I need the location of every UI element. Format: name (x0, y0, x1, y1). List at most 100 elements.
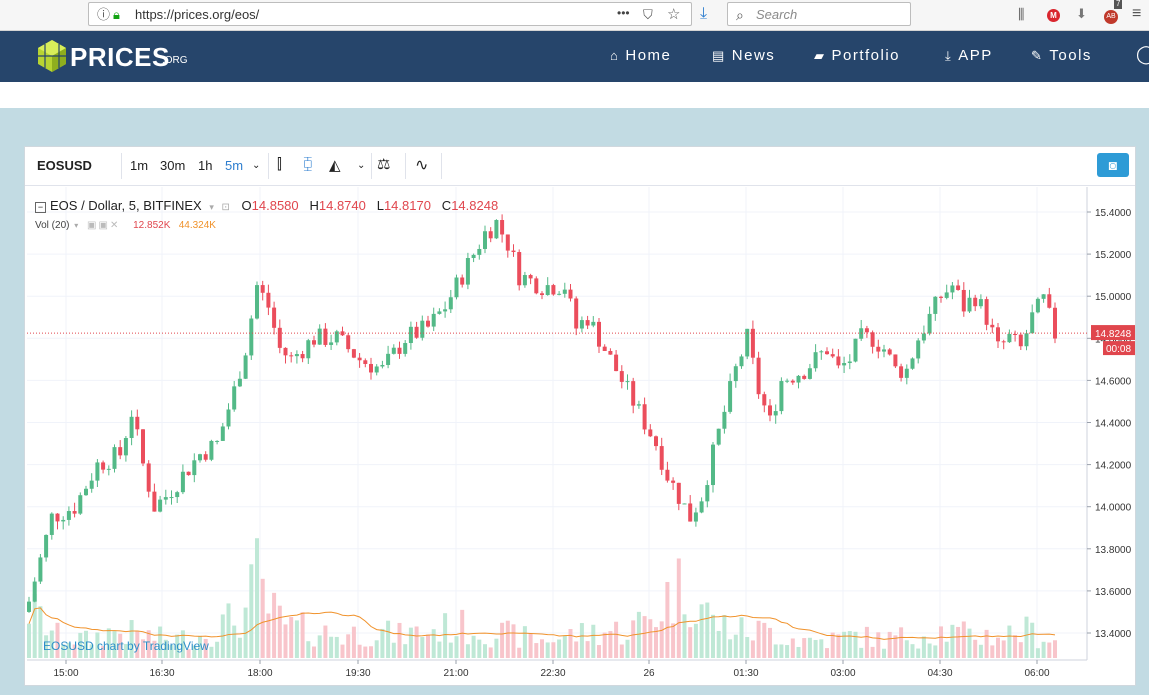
interval-1h[interactable]: 1h (198, 158, 213, 173)
candle-body (739, 356, 744, 367)
volume-bar (785, 645, 790, 658)
interval-dropdown-icon[interactable]: ⌄ (252, 160, 261, 171)
interval-1m[interactable]: 1m (130, 158, 149, 173)
candle-body (465, 258, 470, 285)
volume-bar (967, 628, 972, 658)
site-logo[interactable]: PRICES .ORG (36, 39, 188, 73)
candle-body (215, 440, 220, 442)
indicators-icon[interactable]: ∿ (415, 157, 429, 174)
nav-app[interactable]: ⤓ APP (945, 47, 993, 64)
home-icon: ⌂ (610, 48, 620, 63)
bars-style-icon[interactable]: ⫿ (277, 156, 282, 173)
volume-bar (887, 631, 892, 658)
page-actions-icon[interactable]: ••• (617, 6, 630, 20)
candle-body (44, 534, 49, 558)
tradingview-watermark[interactable]: EOSUSD chart by TradingView (43, 639, 209, 653)
volume-bar (374, 640, 379, 658)
candle-body (72, 511, 77, 514)
volume-bar (819, 639, 824, 658)
candle-body (773, 411, 778, 416)
candle-body (1001, 341, 1006, 343)
downloads-icon[interactable]: ⬇ (1076, 6, 1087, 21)
candle-body (722, 411, 727, 429)
volume-bar (882, 648, 886, 658)
style-dropdown-icon[interactable]: ⌄ (357, 160, 366, 171)
symbol-search[interactable]: EOSUSD (37, 158, 92, 173)
volume-bar (978, 644, 983, 658)
adblock-icon[interactable]: AB 7 (1104, 0, 1123, 26)
price-tick-label: 14.6000 (1095, 376, 1132, 387)
volume-bar (391, 642, 396, 658)
volume-bar (876, 632, 881, 658)
volume-bar (768, 627, 772, 658)
volume-bar (517, 647, 522, 658)
camera-icon: ◙ (1108, 157, 1118, 173)
candle-body (870, 332, 875, 347)
legend-title: EOS / Dollar, 5, BITFINEX (50, 198, 202, 213)
area-style-icon[interactable]: ◭ (329, 157, 341, 174)
candles-style-icon[interactable]: ⧮ (303, 155, 313, 172)
volume-bar (101, 646, 106, 658)
volume-bar (579, 623, 584, 658)
interval-5m[interactable]: 5m (225, 158, 244, 173)
candle-body (84, 488, 88, 496)
volume-bar (300, 612, 305, 658)
price-tick-label: 14.0000 (1095, 503, 1132, 514)
folder-icon: ▰ (814, 48, 826, 63)
nav-news[interactable]: ▤ News (712, 47, 776, 64)
search-input[interactable]: ⌕ Search (727, 2, 911, 26)
candle-body (676, 482, 681, 504)
candle-body (334, 331, 339, 343)
candle-body (511, 250, 516, 253)
info-icon[interactable]: ⓘ (97, 7, 111, 22)
candle-body (198, 454, 202, 461)
nav-search-icon[interactable]: ◯ (1136, 44, 1149, 64)
volume-bar (956, 626, 961, 658)
pocket-icon[interactable]: ⛉ (643, 7, 653, 22)
compare-icon[interactable]: ⚖ (377, 156, 391, 173)
collapse-icon[interactable]: − (35, 202, 46, 213)
candle-body (118, 447, 123, 456)
candle-body (95, 462, 100, 481)
menu-icon[interactable]: ≡ (1132, 5, 1142, 22)
price-tick-label: 14.2000 (1095, 461, 1132, 472)
volume-bar (528, 633, 533, 658)
candle-body (933, 296, 938, 314)
volume-bar (750, 640, 755, 658)
bookmark-star-icon[interactable]: ☆ (667, 6, 681, 23)
volume-bar (642, 616, 647, 658)
candle-body (517, 252, 522, 286)
legend-settings-icon[interactable]: ⊡ (221, 202, 230, 213)
address-bar[interactable]: ⓘ 🔒︎ https://prices.org/eos/ ••• ⛉ ☆ (88, 2, 692, 26)
chart-canvas[interactable]: 15.400015.200015.000014.800014.600014.40… (25, 147, 1135, 685)
candle-body (665, 469, 670, 481)
volume-bar (939, 626, 943, 658)
snapshot-button[interactable]: ◙ (1097, 153, 1129, 177)
candle-body (414, 326, 419, 338)
nav-home[interactable]: ⌂ Home (610, 47, 672, 64)
candle-body (534, 278, 539, 294)
volume-bar (688, 627, 693, 658)
low-label: L (376, 198, 384, 213)
candle-body (768, 405, 772, 416)
volume-bar (522, 626, 527, 658)
volume-bar (27, 623, 31, 658)
volume-bar (699, 604, 704, 658)
volume-bar (357, 644, 362, 658)
nav-portfolio[interactable]: ▰ Portfolio (814, 47, 901, 64)
volume-bar (574, 641, 579, 658)
url-text[interactable]: https://prices.org/eos/ (135, 7, 260, 22)
volume-bar (990, 645, 995, 658)
extension-m-icon[interactable]: M (1047, 2, 1060, 26)
volume-dropdown-icon[interactable]: ▾ (74, 221, 79, 230)
candle-body (807, 368, 812, 379)
nav-tools[interactable]: ✎ Tools (1031, 47, 1092, 64)
interval-30m[interactable]: 30m (160, 158, 186, 173)
volume-bar (1047, 642, 1052, 658)
download-arrow-icon[interactable]: ⤓ (700, 5, 708, 22)
tradingview-chart[interactable]: EOSUSD 1m 30m 1h 5m ⌄ ⫿ ⧮ ◭ ⌄ ⚖ ∿ ◙ 15.4… (24, 146, 1136, 686)
legend-dropdown-icon[interactable]: ▾ (209, 202, 214, 212)
library-icon[interactable]: ⫼ (1018, 6, 1025, 22)
volume-bar (106, 628, 111, 658)
volume-controls-icon[interactable]: ▣▣✕ (87, 220, 121, 231)
